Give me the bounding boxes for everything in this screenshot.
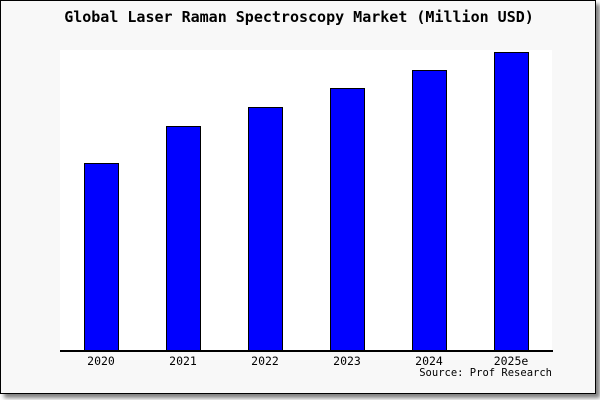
bar-2022	[247, 107, 283, 351]
bar-2021	[165, 126, 201, 351]
x-axis-labels: 2020 2021 2022 2023 2024 2025e	[1, 354, 597, 368]
x-tick-label: 2020	[87, 354, 115, 368]
plot-area	[60, 50, 552, 351]
x-tick-label: 2023	[333, 354, 361, 368]
bar-2025e	[493, 52, 529, 351]
bar-2020	[83, 163, 119, 351]
x-tick-label: 2025e	[493, 354, 529, 368]
chart-frame: Global Laser Raman Spectroscopy Market (…	[0, 0, 596, 394]
bar-2024	[411, 70, 447, 351]
x-tick-label: 2021	[169, 354, 197, 368]
chart-title: Global Laser Raman Spectroscopy Market (…	[64, 8, 534, 26]
bar-2023	[329, 88, 365, 351]
source-credit: Source: Prof Research	[419, 367, 552, 379]
x-tick-label: 2022	[251, 354, 279, 368]
x-tick-label: 2024	[415, 354, 443, 368]
x-axis-line	[60, 350, 553, 352]
